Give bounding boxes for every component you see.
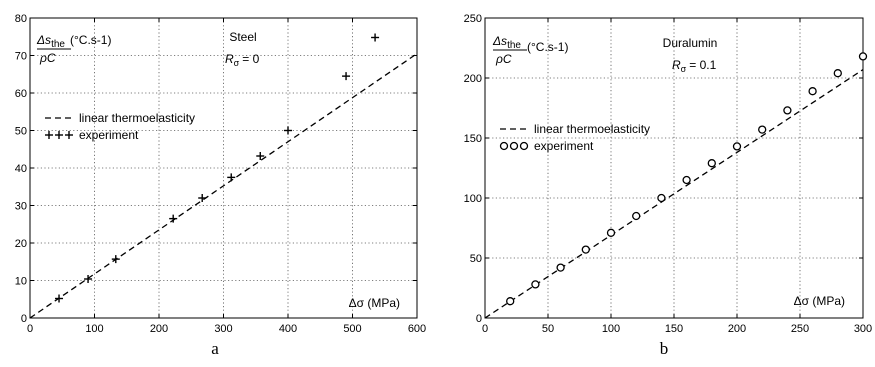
x-tick-label: 50 — [542, 323, 554, 335]
chart-panel-a: 0 100 200 300 400 500 600 0 10 20 30 40 50 60 70 80 Δsth… — [15, 13, 426, 358]
experiment-point — [111, 255, 120, 264]
panel-label: a — [211, 339, 219, 358]
thermoelasticity-line — [485, 69, 863, 318]
xlabel: Δσ (MPa) — [349, 296, 400, 310]
ratio-value: = 0.1 — [689, 58, 716, 72]
ylabel-numerator-main: Δs — [492, 34, 507, 48]
experiment-point — [342, 72, 351, 81]
x-tick-label: 500 — [343, 323, 361, 335]
experiment-point — [284, 126, 292, 135]
experiment-point — [531, 280, 540, 289]
ylabel-denominator: ρC — [495, 52, 512, 66]
experiment-point — [808, 87, 817, 96]
y-tick-label: 10 — [15, 276, 27, 288]
experiment-point — [581, 245, 590, 254]
chart-panel-b: 0 50 100 150 200 250 300 0 50 100 150 200 250 ΔstheρC… — [464, 13, 873, 358]
ratio-subscript: σ — [234, 58, 240, 68]
x-tick-label: 0 — [482, 323, 488, 335]
experiment-point — [707, 159, 716, 168]
material-label: Steel — [229, 30, 256, 44]
x-tick-label: 300 — [214, 323, 232, 335]
x-tick-label: 100 — [602, 323, 620, 335]
x-tick-label: 600 — [408, 323, 426, 335]
legend-marker — [499, 141, 509, 151]
experiment-point — [758, 125, 767, 134]
ratio-symbol: R — [672, 58, 681, 72]
ylabel-numerator-sub: the — [507, 40, 521, 51]
ratio-label: Rσ = 0.1 — [672, 58, 717, 74]
x-tick-label: 400 — [279, 323, 297, 335]
experiment-point — [632, 211, 641, 221]
ylabel-numerator: Δsthe — [492, 34, 521, 51]
y-tick-label: 20 — [15, 238, 27, 250]
y-tick-label: 50 — [470, 253, 482, 265]
experiment-point — [169, 214, 178, 223]
y-tick-label: 150 — [464, 133, 482, 145]
experiment-point — [256, 152, 265, 160]
ratio-value: = 0 — [242, 52, 259, 66]
x-tick-label: 0 — [27, 323, 33, 335]
y-tick-label: 60 — [15, 88, 27, 100]
y-tick-label: 0 — [476, 313, 482, 325]
ratio-label: Rσ = 0 — [225, 52, 260, 68]
legend-line-label: linear thermoelasticity — [79, 111, 195, 125]
ylabel-unit: (°C.s-1) — [70, 33, 111, 47]
ylabel-numerator: Δsthe — [36, 33, 65, 50]
y-tick-label: 40 — [15, 163, 27, 175]
legend: linear thermoelasticity experiment — [45, 111, 195, 142]
experiment-point — [657, 193, 666, 203]
experiment-point — [198, 194, 207, 202]
y-tick-label: 50 — [15, 126, 27, 138]
x-tick-label: 250 — [791, 323, 809, 335]
experiment-point — [833, 69, 842, 78]
legend-marker — [509, 141, 519, 151]
legend: linear thermoelasticity experiment — [499, 122, 650, 153]
y-tick-label: 30 — [15, 201, 27, 213]
y-tick-label: 70 — [15, 51, 27, 63]
experiment-point — [732, 142, 742, 151]
x-tick-label: 200 — [150, 323, 168, 335]
experiment-point — [506, 297, 515, 306]
ylabel-unit: (°C.s-1) — [527, 40, 568, 54]
legend-marker — [519, 141, 529, 151]
y-tick-label: 100 — [464, 193, 482, 205]
xlabel: Δσ (MPa) — [794, 294, 845, 308]
x-tick-label: 150 — [665, 323, 683, 335]
legend-marker — [55, 131, 63, 139]
ratio-subscript: σ — [681, 64, 687, 74]
experiment-point — [55, 294, 64, 303]
ratio-symbol: R — [225, 52, 234, 66]
y-tick-label: 250 — [464, 13, 482, 25]
x-tick-label: 300 — [854, 323, 872, 335]
ylabel-numerator-sub: the — [51, 39, 65, 50]
y-tick-label: 0 — [21, 313, 27, 325]
experiment-point — [783, 106, 792, 115]
legend-line-label: linear thermoelasticity — [534, 122, 650, 136]
x-tick-label: 100 — [85, 323, 103, 335]
experiment-point — [556, 263, 565, 272]
material-label: Duralumin — [663, 36, 718, 50]
experiment-point — [682, 175, 691, 185]
panel-label: b — [660, 339, 669, 358]
experiment-point — [371, 33, 380, 42]
x-tick-label: 200 — [728, 323, 746, 335]
ylabel-denominator: ρC — [39, 51, 56, 65]
thermoelasticity-line — [30, 53, 417, 318]
experiment-point — [858, 52, 868, 61]
y-tick-label: 200 — [464, 73, 482, 85]
legend-marker — [45, 131, 53, 139]
experiment-point — [84, 275, 93, 283]
y-tick-label: 80 — [15, 13, 27, 25]
experiment-point — [227, 173, 236, 182]
experiment-point — [606, 228, 616, 237]
legend-points-label: experiment — [79, 128, 139, 142]
legend-points-label: experiment — [534, 139, 594, 153]
legend-marker — [65, 131, 73, 139]
ylabel-numerator-main: Δs — [36, 33, 51, 47]
